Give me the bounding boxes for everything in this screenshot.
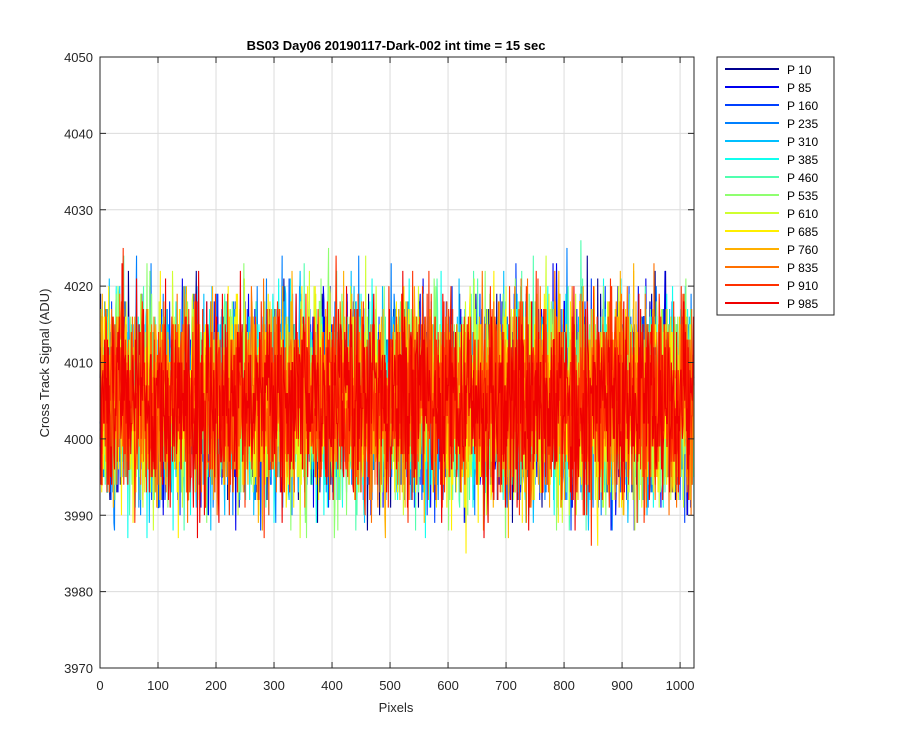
series-line [99,263,695,539]
y-tick-label: 4040 [64,126,93,141]
legend-label: P 85 [787,81,812,95]
legend-label: P 10 [787,63,812,77]
legend-label: P 310 [787,135,818,149]
x-tick-label: 200 [205,678,227,693]
y-tick-label: 4050 [64,50,93,65]
legend-box [716,56,835,316]
legend-label: P 610 [787,207,818,221]
legend-label: P 760 [787,243,818,257]
x-tick-label: 1000 [666,678,695,693]
x-tick-label: 900 [611,678,633,693]
x-tick-label: 600 [437,678,459,693]
legend-label: P 160 [787,99,818,113]
chart-title: BS03 Day06 20190117-Dark-002 int time = … [247,38,546,53]
y-tick-label: 4030 [64,203,93,218]
ticks: 0 100 200 300 400 500 600 700 800 900 1000 3970 3980… [64,50,694,693]
y-tick-label: 3980 [64,585,93,600]
y-tick-label: 3970 [64,661,93,676]
x-tick-label: 700 [495,678,517,693]
x-axis-label: Pixels [379,700,414,715]
x-tick-label: 300 [263,678,285,693]
y-tick-label: 4000 [64,432,93,447]
legend-label: P 535 [787,189,818,203]
x-tick-label: 100 [147,678,169,693]
y-tick-label: 4020 [64,279,93,294]
x-tick-label: 800 [553,678,575,693]
legend-label: P 460 [787,171,818,185]
x-tick-label: 400 [321,678,343,693]
legend-label: P 385 [787,153,818,167]
legend-label: P 910 [787,279,818,293]
y-axis-label: Cross Track Signal (ADU) [37,289,52,438]
y-tick-label: 4010 [64,356,93,371]
legend-label: P 985 [787,297,818,311]
legend-label: P 835 [787,261,818,275]
series-lines [99,240,695,554]
legend-label: P 235 [787,117,818,131]
legend-label: P 685 [787,225,818,239]
x-tick-label: 500 [379,678,401,693]
y-tick-label: 3990 [64,508,93,523]
x-tick-label: 0 [96,678,103,693]
legend: P 10 P 85 P 160 P 235 P 310 P 385 P 460 P 535 P … [716,56,835,316]
